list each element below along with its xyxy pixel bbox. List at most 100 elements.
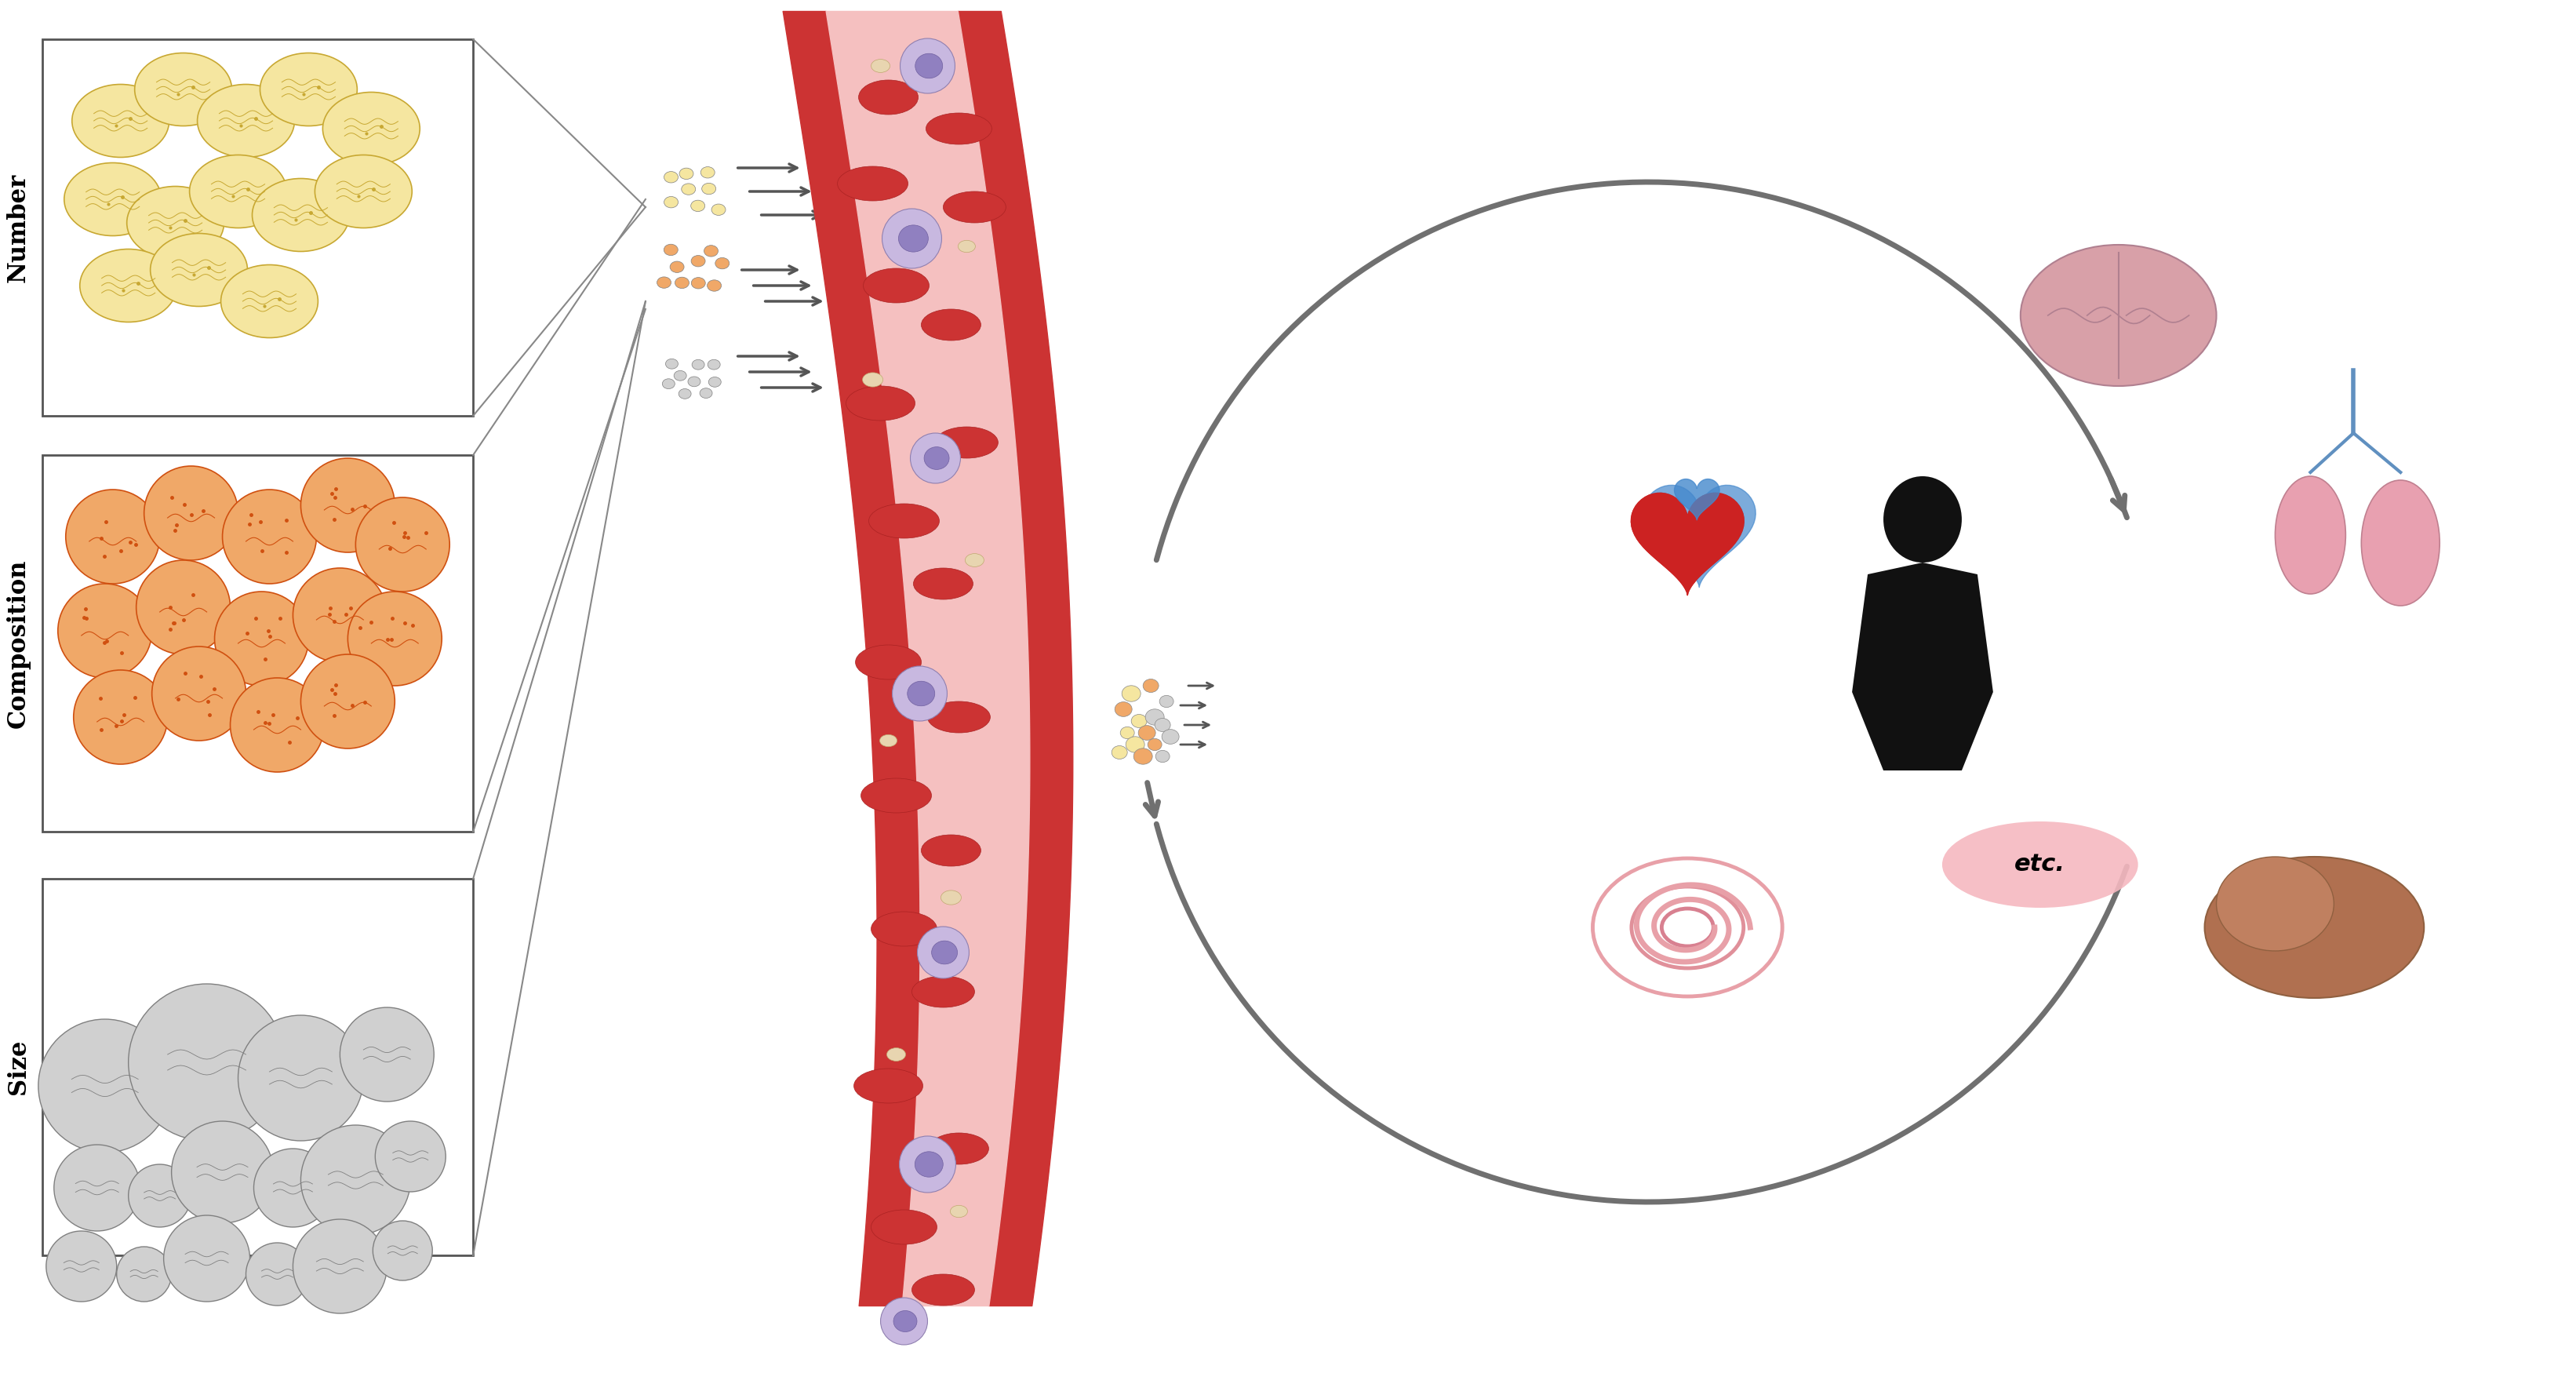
Ellipse shape: [144, 466, 237, 561]
Ellipse shape: [1883, 476, 1963, 562]
Ellipse shape: [675, 277, 688, 288]
Ellipse shape: [301, 655, 394, 749]
Ellipse shape: [871, 1210, 938, 1244]
Ellipse shape: [222, 264, 317, 338]
Ellipse shape: [708, 360, 721, 370]
Ellipse shape: [2362, 480, 2439, 606]
Ellipse shape: [858, 80, 917, 115]
Ellipse shape: [863, 268, 930, 303]
Ellipse shape: [868, 504, 940, 538]
Ellipse shape: [1115, 702, 1131, 717]
Ellipse shape: [912, 976, 974, 1008]
Ellipse shape: [951, 1205, 969, 1218]
Ellipse shape: [322, 93, 420, 165]
Ellipse shape: [680, 167, 693, 180]
Ellipse shape: [67, 490, 160, 584]
Ellipse shape: [1131, 714, 1146, 728]
Ellipse shape: [886, 1048, 907, 1062]
Ellipse shape: [314, 155, 412, 228]
Ellipse shape: [914, 567, 974, 599]
Ellipse shape: [222, 490, 317, 584]
Ellipse shape: [665, 172, 677, 183]
Ellipse shape: [881, 1298, 927, 1345]
Ellipse shape: [237, 1016, 363, 1140]
Ellipse shape: [907, 681, 935, 706]
Polygon shape: [1631, 493, 1744, 595]
Ellipse shape: [922, 309, 981, 340]
Ellipse shape: [891, 666, 948, 721]
Ellipse shape: [711, 203, 726, 216]
Ellipse shape: [665, 358, 677, 370]
Ellipse shape: [116, 1247, 173, 1301]
Ellipse shape: [376, 1121, 446, 1192]
Ellipse shape: [294, 1219, 386, 1313]
Ellipse shape: [922, 835, 981, 866]
Ellipse shape: [1133, 749, 1151, 764]
Ellipse shape: [690, 201, 706, 212]
Ellipse shape: [677, 389, 690, 399]
Ellipse shape: [129, 1164, 191, 1228]
Ellipse shape: [716, 257, 729, 268]
Text: etc.: etc.: [2014, 853, 2066, 876]
Ellipse shape: [863, 372, 884, 388]
Ellipse shape: [1162, 729, 1180, 745]
Bar: [41, 455, 474, 832]
Ellipse shape: [374, 1221, 433, 1280]
Ellipse shape: [881, 209, 943, 268]
Ellipse shape: [683, 184, 696, 195]
Ellipse shape: [46, 1230, 116, 1301]
Ellipse shape: [690, 256, 706, 267]
Ellipse shape: [1144, 680, 1159, 692]
Ellipse shape: [57, 584, 152, 678]
Ellipse shape: [165, 1215, 250, 1301]
Ellipse shape: [1121, 727, 1133, 739]
Ellipse shape: [914, 54, 943, 79]
Ellipse shape: [899, 39, 956, 93]
Ellipse shape: [1126, 736, 1144, 753]
Ellipse shape: [1157, 750, 1170, 763]
Ellipse shape: [2215, 857, 2334, 951]
Ellipse shape: [348, 591, 443, 685]
Ellipse shape: [701, 388, 714, 399]
Ellipse shape: [871, 60, 889, 72]
Ellipse shape: [925, 447, 948, 469]
Ellipse shape: [2020, 245, 2215, 386]
Ellipse shape: [899, 1136, 956, 1193]
Bar: [41, 39, 474, 415]
Ellipse shape: [917, 927, 969, 978]
Text: Size: Size: [5, 1039, 31, 1095]
Ellipse shape: [252, 179, 350, 252]
Ellipse shape: [229, 678, 325, 772]
Ellipse shape: [1123, 685, 1141, 702]
Ellipse shape: [670, 262, 685, 273]
Ellipse shape: [149, 234, 247, 306]
Ellipse shape: [894, 1311, 917, 1331]
Ellipse shape: [301, 458, 394, 552]
Ellipse shape: [54, 1145, 139, 1230]
Ellipse shape: [301, 1125, 410, 1235]
Ellipse shape: [665, 244, 677, 256]
Ellipse shape: [75, 670, 167, 764]
Ellipse shape: [927, 702, 989, 732]
Ellipse shape: [933, 941, 958, 965]
Ellipse shape: [1149, 739, 1162, 750]
Ellipse shape: [2275, 476, 2347, 594]
Ellipse shape: [881, 735, 896, 747]
Ellipse shape: [943, 191, 1005, 223]
Ellipse shape: [912, 1275, 974, 1305]
Ellipse shape: [198, 84, 294, 158]
Ellipse shape: [245, 1243, 309, 1305]
Ellipse shape: [909, 433, 961, 483]
Ellipse shape: [152, 646, 245, 740]
Ellipse shape: [72, 84, 170, 158]
Ellipse shape: [966, 554, 984, 567]
Ellipse shape: [845, 386, 914, 421]
Ellipse shape: [191, 155, 286, 228]
Polygon shape: [1852, 562, 1994, 771]
Ellipse shape: [173, 1121, 273, 1223]
Ellipse shape: [914, 1151, 943, 1176]
Ellipse shape: [129, 984, 286, 1140]
Ellipse shape: [899, 226, 927, 252]
Ellipse shape: [39, 1019, 173, 1153]
Ellipse shape: [294, 567, 386, 662]
